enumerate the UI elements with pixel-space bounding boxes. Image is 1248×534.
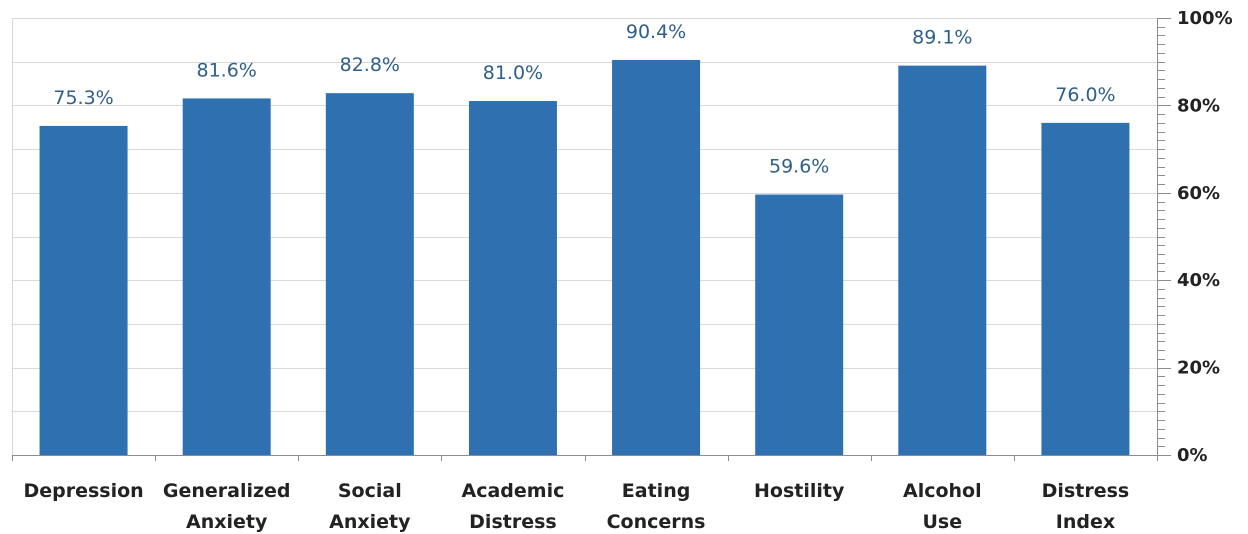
bar (182, 98, 271, 456)
category-label: Eating (622, 480, 691, 502)
bar (325, 93, 414, 455)
data-label: 90.4% (626, 21, 686, 43)
data-label: 75.3% (53, 87, 113, 109)
y-tick-label: 80% (1177, 95, 1220, 116)
category-label: Index (1056, 511, 1115, 533)
data-label: 76.0% (1055, 84, 1115, 106)
bar (39, 125, 128, 456)
y-tick-label: 100% (1177, 8, 1233, 29)
data-label: 89.1% (912, 27, 972, 49)
category-label: Use (923, 511, 963, 533)
data-label: 82.8% (340, 54, 400, 76)
category-label: Concerns (607, 511, 706, 533)
category-label: Anxiety (329, 511, 411, 533)
bar (1041, 122, 1130, 455)
category-label: Generalized (163, 480, 291, 502)
category-label: Academic (462, 480, 565, 502)
y-tick-label: 40% (1177, 270, 1220, 291)
data-label: 81.0% (483, 62, 543, 84)
category-label: Social (338, 480, 402, 502)
category-label: Hostility (754, 480, 845, 502)
category-label: Anxiety (186, 511, 268, 533)
bar (612, 59, 701, 456)
bar (755, 194, 844, 455)
data-label: 81.6% (197, 59, 257, 81)
y-tick-label: 0% (1177, 445, 1208, 466)
y-tick-label: 20% (1177, 358, 1220, 379)
category-label: Distress (469, 511, 557, 533)
y-tick-label: 60% (1177, 183, 1220, 204)
category-label: Distress (1042, 480, 1130, 502)
bar (898, 65, 987, 456)
bar (468, 101, 557, 455)
category-label: Depression (23, 480, 143, 502)
data-label: 59.6% (769, 156, 829, 178)
category-label: Alcohol (903, 480, 982, 502)
